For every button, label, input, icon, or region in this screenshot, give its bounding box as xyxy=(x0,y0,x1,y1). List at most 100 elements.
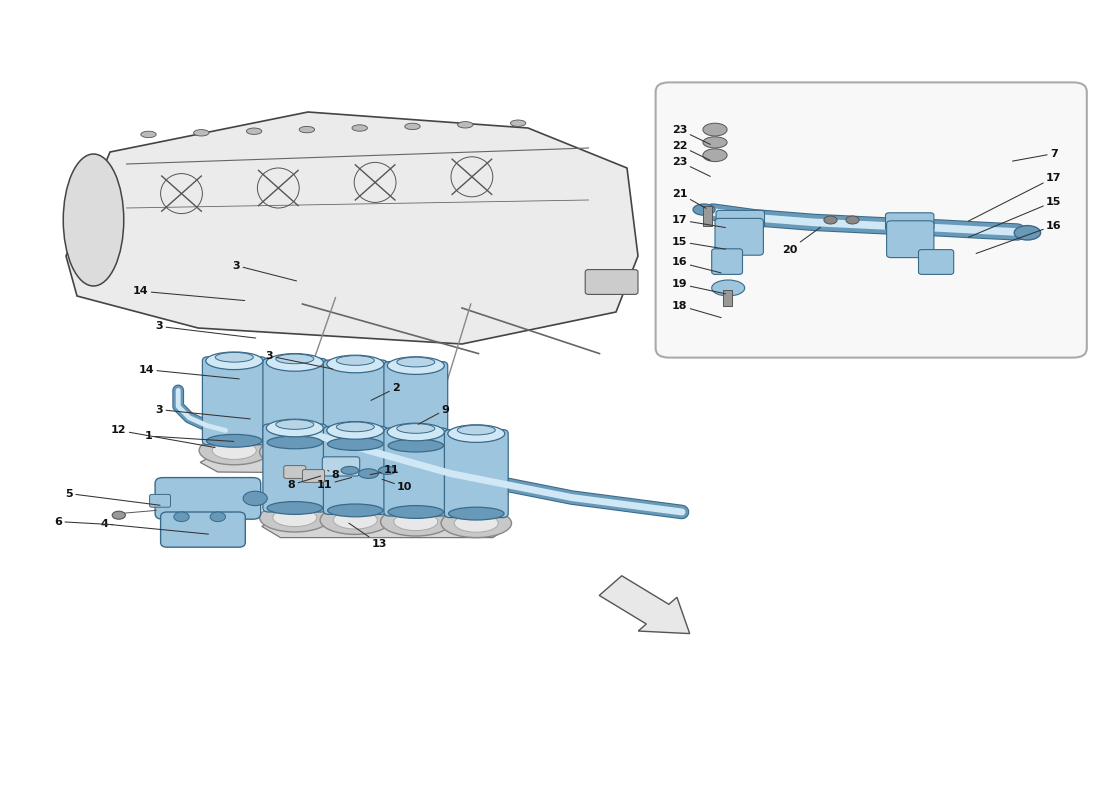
FancyBboxPatch shape xyxy=(161,512,245,547)
Ellipse shape xyxy=(703,149,727,162)
Ellipse shape xyxy=(387,357,444,374)
Ellipse shape xyxy=(266,354,323,371)
FancyArrow shape xyxy=(600,576,690,634)
Bar xyxy=(723,290,732,306)
Text: 21: 21 xyxy=(672,189,706,208)
Text: 8: 8 xyxy=(328,470,340,480)
Ellipse shape xyxy=(337,422,374,432)
Ellipse shape xyxy=(387,423,444,441)
FancyBboxPatch shape xyxy=(263,424,327,512)
Ellipse shape xyxy=(388,506,443,518)
Text: 11: 11 xyxy=(370,466,399,475)
Text: 16: 16 xyxy=(976,221,1062,254)
FancyBboxPatch shape xyxy=(323,426,387,514)
Ellipse shape xyxy=(273,443,317,461)
Ellipse shape xyxy=(216,353,253,362)
Text: 15: 15 xyxy=(672,237,726,249)
FancyBboxPatch shape xyxy=(284,466,306,478)
Ellipse shape xyxy=(206,352,263,370)
Ellipse shape xyxy=(243,491,267,506)
FancyBboxPatch shape xyxy=(150,494,170,507)
Ellipse shape xyxy=(194,130,209,136)
Ellipse shape xyxy=(388,439,443,452)
FancyBboxPatch shape xyxy=(585,270,638,294)
Ellipse shape xyxy=(112,511,125,519)
FancyBboxPatch shape xyxy=(384,362,448,450)
Ellipse shape xyxy=(320,439,390,468)
FancyBboxPatch shape xyxy=(656,82,1087,358)
Ellipse shape xyxy=(846,216,859,224)
Ellipse shape xyxy=(327,422,384,439)
FancyBboxPatch shape xyxy=(716,210,764,228)
Ellipse shape xyxy=(510,120,526,126)
Text: 20: 20 xyxy=(782,227,821,254)
Ellipse shape xyxy=(405,123,420,130)
Ellipse shape xyxy=(341,466,359,474)
Ellipse shape xyxy=(337,356,374,366)
Text: 3: 3 xyxy=(156,405,250,419)
Ellipse shape xyxy=(333,445,377,462)
FancyBboxPatch shape xyxy=(202,357,266,445)
Polygon shape xyxy=(270,483,508,506)
FancyBboxPatch shape xyxy=(322,457,360,476)
Text: 23: 23 xyxy=(672,157,711,176)
Ellipse shape xyxy=(693,204,715,215)
Text: 3: 3 xyxy=(156,322,255,338)
Text: 3: 3 xyxy=(233,261,297,281)
Text: 3: 3 xyxy=(266,351,333,369)
Ellipse shape xyxy=(246,128,262,134)
Text: 23: 23 xyxy=(672,125,711,144)
Text: 17: 17 xyxy=(672,215,726,227)
Ellipse shape xyxy=(448,425,505,442)
Text: 17: 17 xyxy=(968,173,1062,221)
Ellipse shape xyxy=(359,469,378,478)
Ellipse shape xyxy=(352,125,367,131)
Ellipse shape xyxy=(458,122,473,128)
Ellipse shape xyxy=(458,426,495,435)
Text: 15: 15 xyxy=(968,197,1062,238)
Ellipse shape xyxy=(320,506,390,534)
Ellipse shape xyxy=(199,436,270,465)
Text: 18: 18 xyxy=(672,301,722,318)
Text: 22: 22 xyxy=(672,141,711,160)
FancyBboxPatch shape xyxy=(715,218,763,255)
Ellipse shape xyxy=(267,436,322,449)
Text: 8: 8 xyxy=(287,476,321,490)
Ellipse shape xyxy=(824,216,837,224)
Ellipse shape xyxy=(394,446,438,464)
Text: 19: 19 xyxy=(672,279,726,294)
Ellipse shape xyxy=(266,419,323,437)
Ellipse shape xyxy=(712,280,745,296)
Ellipse shape xyxy=(207,434,262,447)
Ellipse shape xyxy=(299,126,315,133)
Ellipse shape xyxy=(267,502,322,514)
Polygon shape xyxy=(262,517,508,538)
Text: 13: 13 xyxy=(349,523,387,549)
Ellipse shape xyxy=(210,512,225,522)
Text: 14: 14 xyxy=(139,365,239,379)
Ellipse shape xyxy=(381,507,451,536)
Ellipse shape xyxy=(260,438,330,466)
Ellipse shape xyxy=(260,503,330,532)
Text: 9: 9 xyxy=(418,405,450,424)
Ellipse shape xyxy=(141,131,156,138)
Polygon shape xyxy=(200,453,447,474)
Ellipse shape xyxy=(703,123,727,136)
Text: 2: 2 xyxy=(371,383,400,400)
Ellipse shape xyxy=(273,509,317,526)
FancyBboxPatch shape xyxy=(886,213,934,230)
Ellipse shape xyxy=(333,511,377,529)
FancyBboxPatch shape xyxy=(918,250,954,274)
Text: 10: 10 xyxy=(382,479,412,492)
FancyBboxPatch shape xyxy=(384,428,448,516)
Text: 12: 12 xyxy=(111,426,216,447)
Ellipse shape xyxy=(327,355,384,373)
FancyBboxPatch shape xyxy=(155,478,261,519)
Text: 14: 14 xyxy=(133,286,244,301)
Ellipse shape xyxy=(174,512,189,522)
Ellipse shape xyxy=(454,514,498,532)
Text: 5: 5 xyxy=(66,489,160,506)
FancyBboxPatch shape xyxy=(444,430,508,518)
Text: 6: 6 xyxy=(54,517,112,526)
Ellipse shape xyxy=(381,441,451,470)
